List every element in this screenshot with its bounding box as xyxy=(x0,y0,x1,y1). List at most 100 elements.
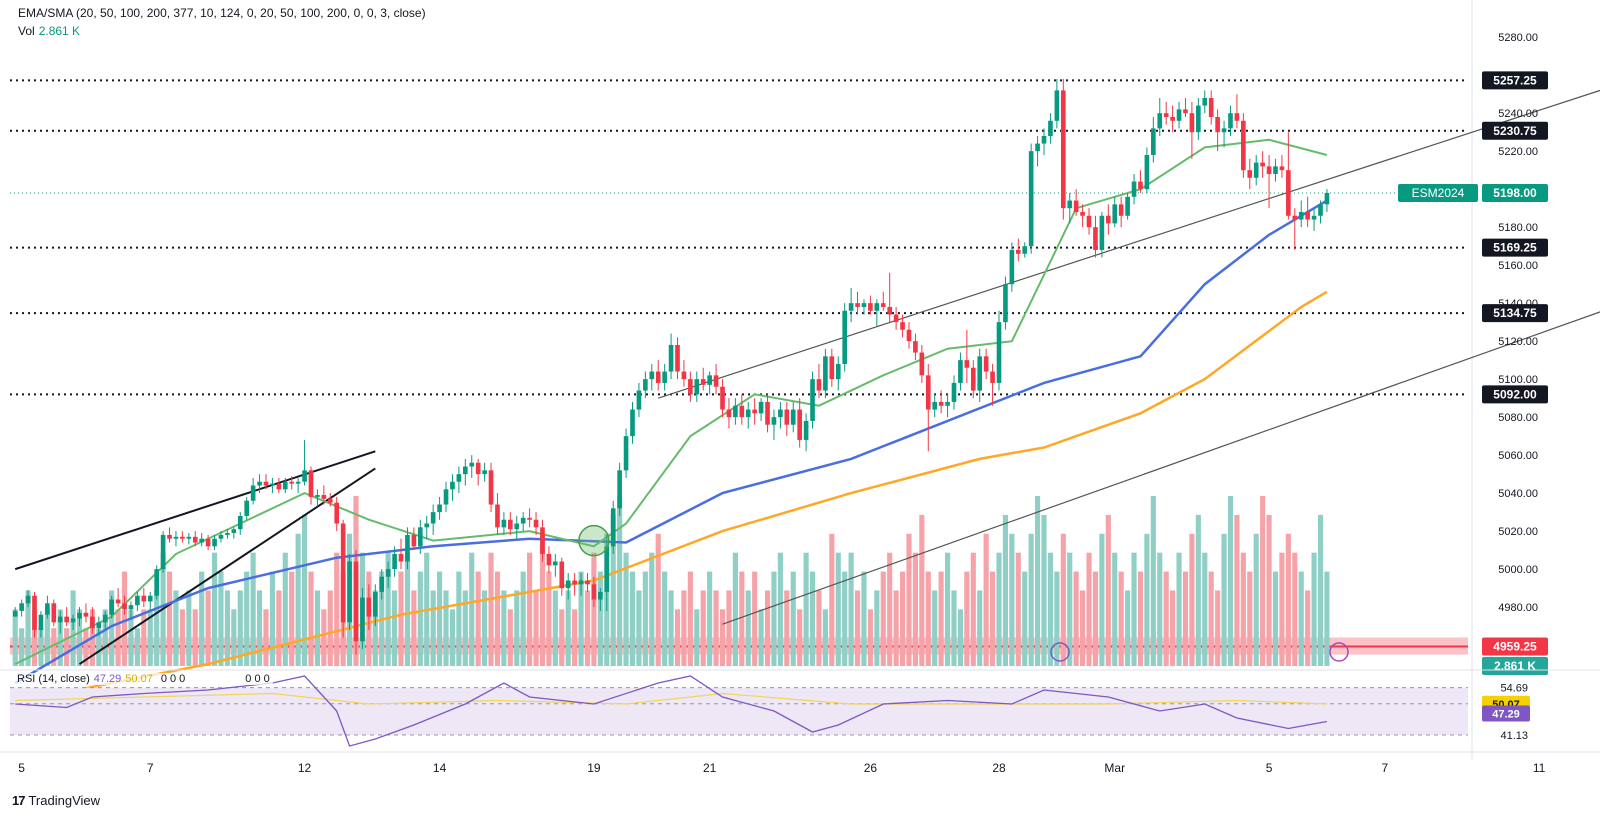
candle xyxy=(1009,242,1015,292)
candle-body xyxy=(1106,215,1111,224)
volume-bar xyxy=(726,590,732,666)
volume-legend[interactable]: Vol 2.861 K xyxy=(18,24,80,38)
volume-bar xyxy=(1112,552,1118,666)
candle xyxy=(559,557,565,596)
volume-bar xyxy=(1305,590,1311,666)
candle-body xyxy=(295,481,301,484)
candle-body xyxy=(1067,200,1073,209)
candle xyxy=(38,610,44,638)
volume-bar xyxy=(1047,552,1054,666)
candle xyxy=(250,477,256,505)
candle-body xyxy=(887,306,893,315)
volume-bar xyxy=(829,533,835,666)
volume-bar xyxy=(134,628,140,666)
volume-bar xyxy=(211,552,218,666)
candle-body xyxy=(96,622,102,629)
volume-bar xyxy=(327,590,333,666)
candle-body xyxy=(1273,166,1278,174)
indicator-legend[interactable]: EMA/SMA (20, 50, 100, 200, 377, 10, 124,… xyxy=(18,6,426,20)
candle-body xyxy=(713,375,719,387)
candle-body xyxy=(379,576,385,592)
volume-bar xyxy=(674,609,681,666)
candle-body xyxy=(1189,113,1195,133)
price-badge-text: 5134.75 xyxy=(1493,306,1537,320)
candle-body xyxy=(411,534,417,547)
volume-bar xyxy=(417,571,423,666)
candle xyxy=(745,401,751,429)
candle xyxy=(990,363,995,406)
volume-bar xyxy=(1176,552,1182,666)
candle xyxy=(282,477,288,494)
candle xyxy=(12,607,18,617)
volume-bar xyxy=(385,552,391,666)
candle-body xyxy=(225,533,230,535)
candle xyxy=(508,512,513,535)
candle xyxy=(1189,101,1195,159)
volume-bar xyxy=(797,609,803,666)
candle xyxy=(379,569,385,600)
volume-bar xyxy=(803,552,809,666)
price-tick-label: 5060.00 xyxy=(1498,450,1538,462)
candle xyxy=(495,493,500,535)
candle-body xyxy=(405,534,410,562)
candle-body xyxy=(199,538,204,543)
candle xyxy=(655,360,661,391)
tradingview-logo[interactable]: 17 TradingView xyxy=(12,793,100,808)
candle xyxy=(610,500,616,554)
candle xyxy=(1170,105,1175,133)
volume-bar xyxy=(552,590,558,666)
volume-bar xyxy=(713,590,719,666)
alert-lightning-icon xyxy=(1329,642,1349,662)
candle xyxy=(192,531,198,547)
candle-body xyxy=(501,519,507,528)
candle xyxy=(475,458,481,486)
time-tick-label: 26 xyxy=(864,761,878,775)
price-tick-label: 5100.00 xyxy=(1498,374,1538,386)
candle xyxy=(514,515,520,539)
volume-bar xyxy=(1086,552,1092,666)
candle xyxy=(225,529,230,539)
candle-body xyxy=(154,569,159,596)
volume-bar xyxy=(51,628,57,666)
candle-body xyxy=(372,591,378,617)
candle xyxy=(405,527,410,570)
price-tick-label: 5020.00 xyxy=(1498,526,1538,538)
candle xyxy=(630,401,635,444)
candle xyxy=(752,398,757,425)
volume-bar xyxy=(1073,571,1079,666)
volume-bar xyxy=(1015,552,1021,666)
candle xyxy=(951,375,957,410)
candle-body xyxy=(951,382,957,402)
candle xyxy=(1099,211,1105,258)
volume-bar xyxy=(430,590,436,666)
volume-bar xyxy=(231,609,237,666)
candle-body xyxy=(598,591,603,600)
volume-bar xyxy=(1189,533,1195,666)
volume-bar xyxy=(166,571,173,666)
candle xyxy=(1073,189,1079,216)
candle xyxy=(1183,97,1188,117)
candle-body xyxy=(450,481,455,490)
volume-bar xyxy=(237,590,243,666)
volume-bar xyxy=(475,571,481,666)
rsi-legend[interactable]: RSI (14, close) 47.29 50.07 0 0 0 0 0 0 xyxy=(14,673,273,685)
candle xyxy=(598,588,603,611)
candle xyxy=(778,401,783,429)
price-badge-text: 2.861 K xyxy=(1494,659,1536,673)
volume-bar xyxy=(263,609,269,666)
candle xyxy=(1151,116,1156,163)
candle-body xyxy=(1241,120,1246,171)
candle xyxy=(199,533,204,547)
volume-bar xyxy=(816,590,822,666)
volume-bar xyxy=(1150,496,1156,666)
candle-body xyxy=(437,504,442,513)
volume-bar xyxy=(874,590,880,666)
candle xyxy=(726,398,732,429)
candle-body xyxy=(192,536,198,543)
candle xyxy=(700,367,706,391)
candle xyxy=(662,363,667,391)
candle-body xyxy=(1157,113,1163,129)
candle-body xyxy=(360,597,365,642)
candle-body xyxy=(925,375,931,410)
